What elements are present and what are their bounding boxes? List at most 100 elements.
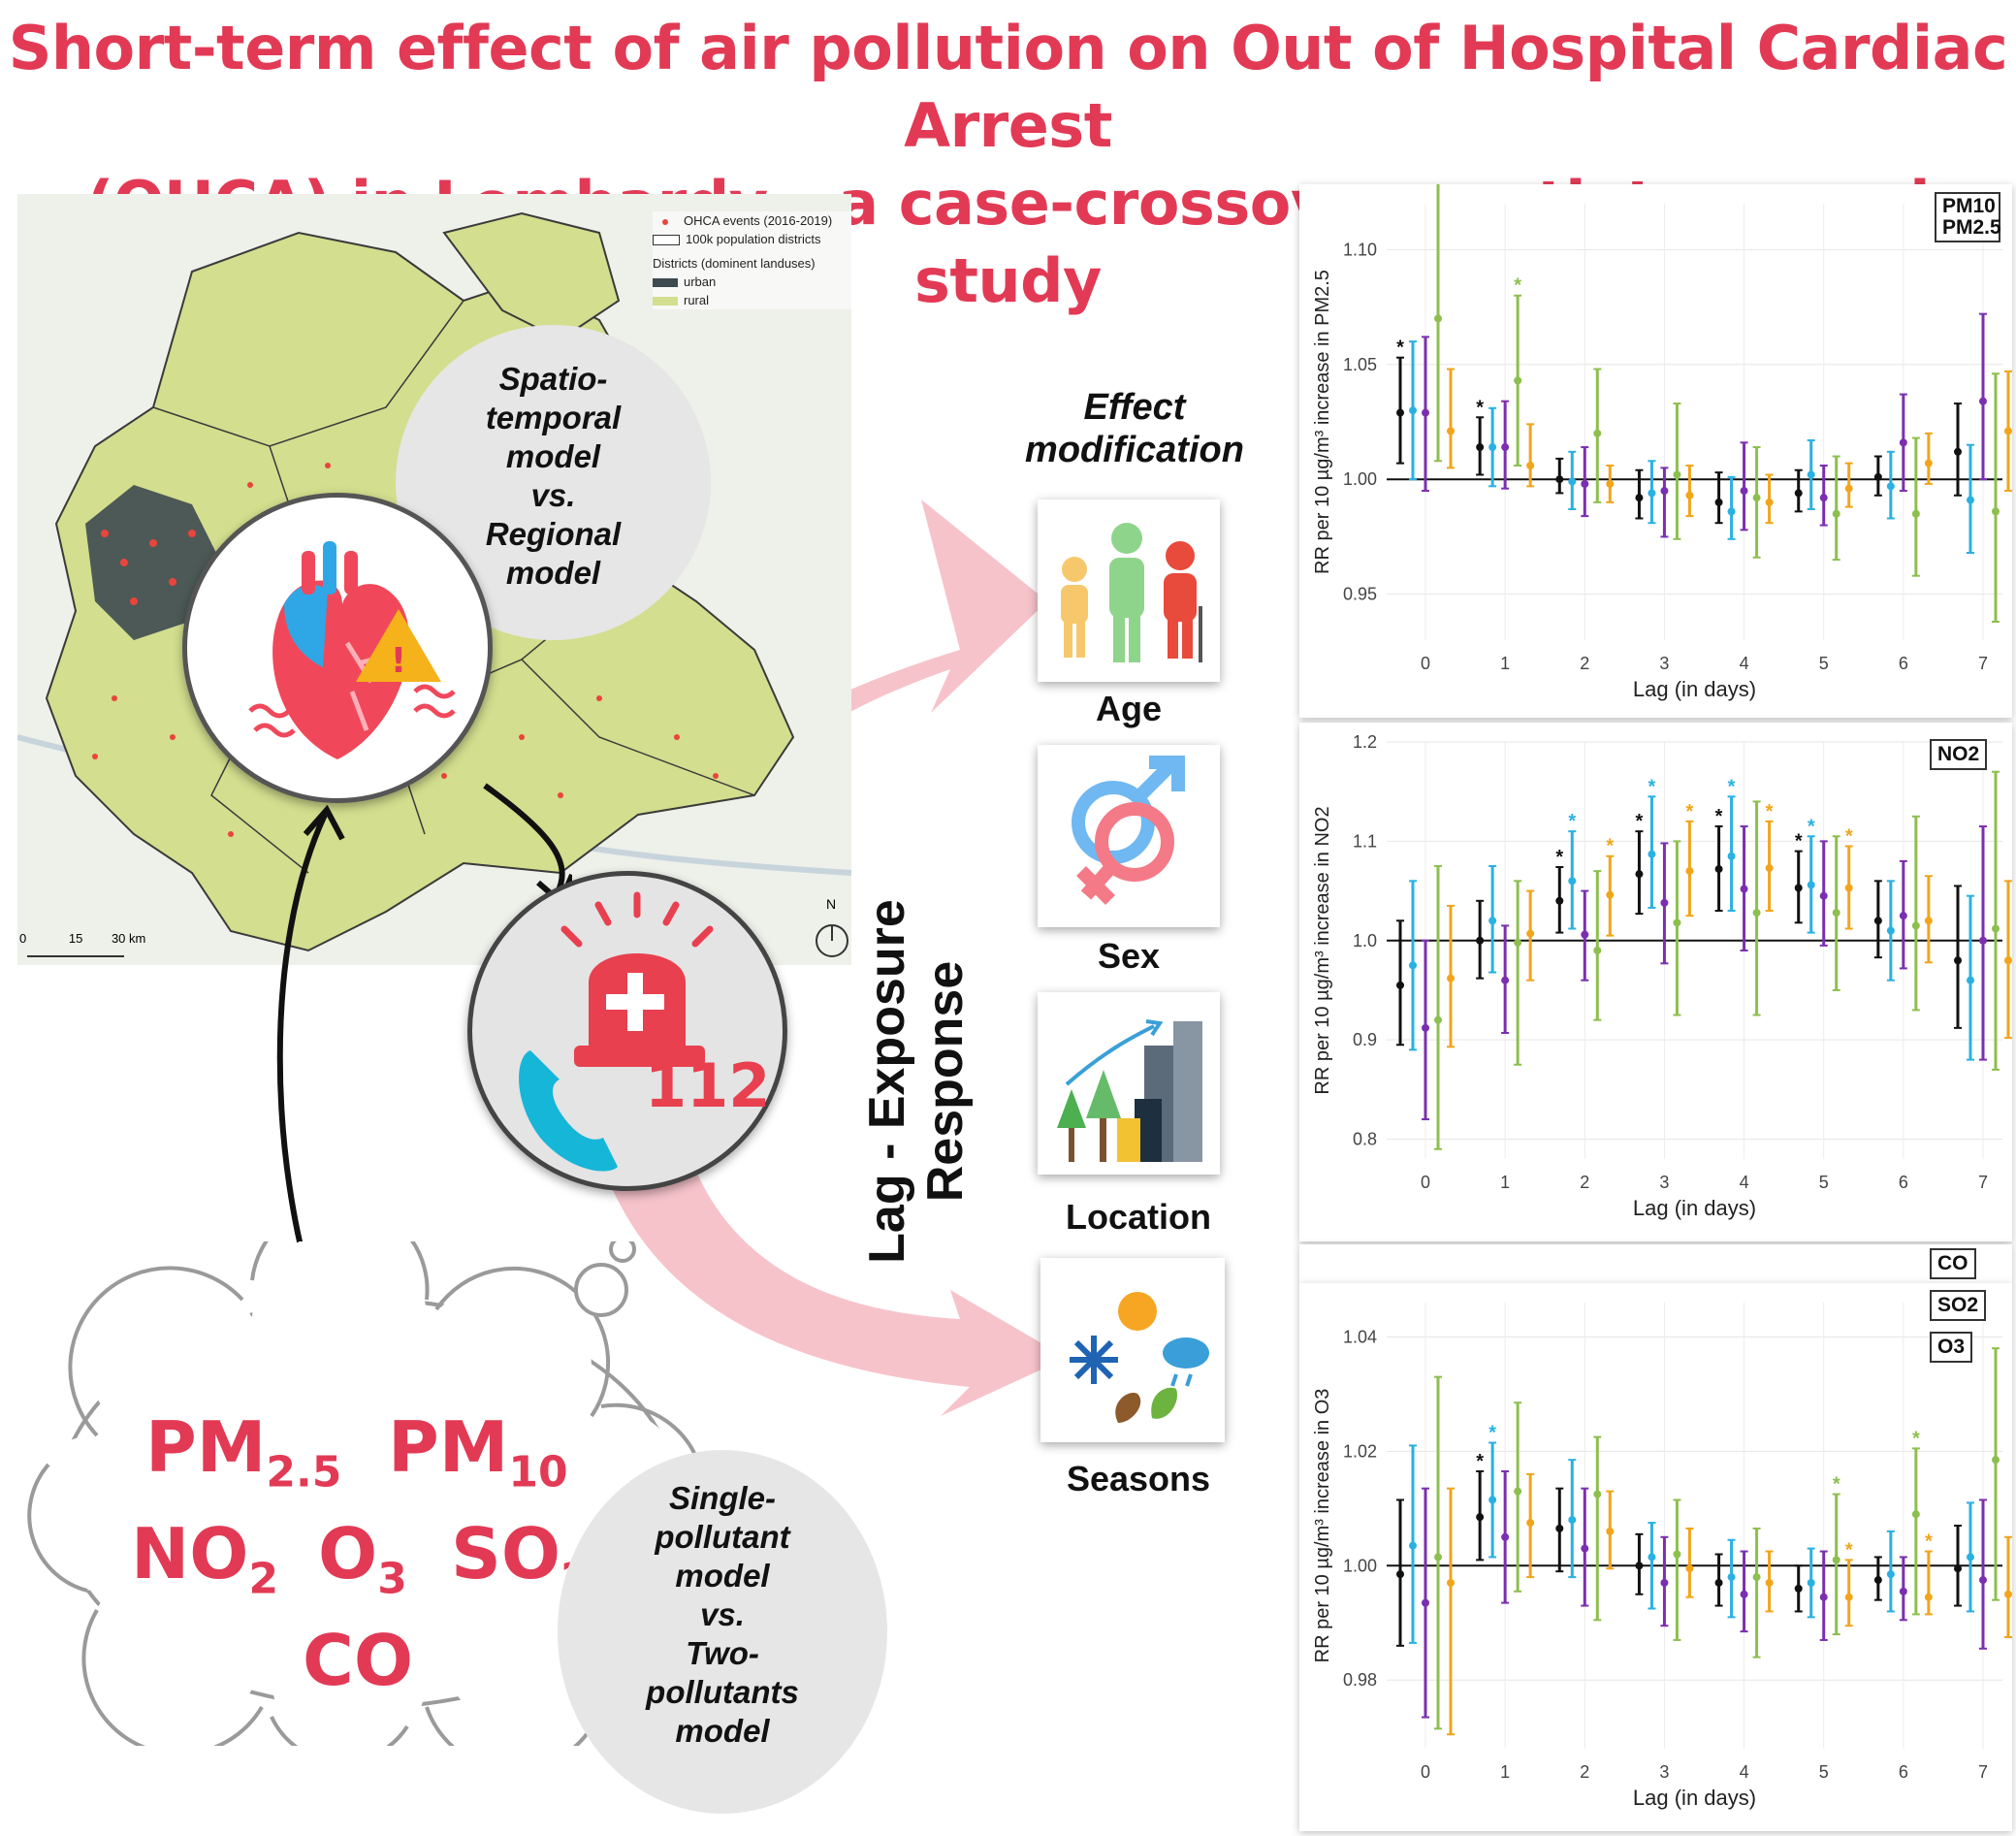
y-axis-label: RR per 10 µg/m³ increase in NO2 [1312, 806, 1333, 1094]
point-estimate [1727, 852, 1736, 860]
point-estimate [1765, 498, 1774, 506]
point-estimate [1581, 1544, 1589, 1553]
point-estimate [1568, 1516, 1577, 1525]
point-estimate [1635, 870, 1644, 879]
significance-star: * [1845, 1539, 1853, 1561]
region-urban [85, 485, 221, 640]
significance-star: * [1833, 1474, 1840, 1496]
badge-o3: O3 [1930, 1332, 1973, 1363]
x-tick-label: 7 [1978, 654, 1988, 673]
point-estimate [1593, 947, 1602, 954]
badge-no2: NO2 [1930, 739, 1988, 770]
single-pollutant-bubble: Single- pollutant model vs. Two- polluta… [558, 1450, 887, 1814]
point-estimate [1752, 909, 1761, 918]
point-estimate [1526, 462, 1535, 469]
arrow-heart-to-emergency [483, 783, 565, 894]
point-estimate [1911, 509, 1920, 518]
y-tick-label: 1.00 [1343, 1556, 1377, 1575]
y-tick-label: 1.0 [1353, 931, 1377, 950]
point-estimate [1899, 912, 1907, 920]
point-estimate [1555, 896, 1564, 905]
location-card [1038, 992, 1220, 1175]
point-estimate [1740, 487, 1748, 496]
point-estimate [1648, 1553, 1656, 1562]
heart-icon: ! [248, 541, 456, 759]
point-estimate [1409, 961, 1417, 970]
significance-star: * [1476, 397, 1484, 418]
phone-icon [519, 1050, 618, 1172]
y-tick-label: 0.98 [1343, 1670, 1377, 1690]
point-estimate [1396, 408, 1404, 417]
age-card [1038, 499, 1220, 682]
point-estimate [1434, 314, 1442, 323]
single-pollutant-text: Single- pollutant model vs. Two- polluta… [646, 1480, 799, 1749]
point-estimate [1593, 429, 1602, 437]
point-estimate [1581, 479, 1589, 488]
point-estimate [1568, 877, 1577, 886]
significance-star: * [1636, 811, 1644, 832]
x-axis-label: Lag (in days) [1633, 1196, 1756, 1220]
point-estimate [1476, 443, 1485, 452]
point-estimate [1422, 1598, 1429, 1607]
x-axis-label: Lag (in days) [1633, 1786, 1756, 1810]
pollutant-no2: NO2 [131, 1513, 279, 1604]
legend-events: OHCA events (2016-2019) [653, 211, 851, 230]
point-estimate [1954, 447, 1962, 456]
point-estimate [1514, 938, 1522, 947]
point-estimate [1992, 924, 2000, 933]
badge-pm: PM10 PM2.5 [1935, 192, 2001, 242]
point-estimate [1844, 484, 1853, 493]
chart-panel-no2: 0.8 0.9 1.0 1.1 1.2 0 1 2 3 4 5 6 7 * * * * * * * * * * * * Lag (… [1299, 723, 2012, 1241]
chart-o3: 0.981.001.021.040 1 2 3 4 5 6 7***** *Lag (in da… [1312, 1303, 2012, 1810]
point-estimate [1555, 1524, 1564, 1532]
gender-icon [1072, 756, 1185, 905]
point-estimate [1514, 1487, 1522, 1496]
point-estimate [1660, 1578, 1669, 1587]
pollutant-pm10: PM10 [388, 1406, 568, 1498]
y-axis-label: RR per 10 µg/m³ increase in O3 [1312, 1389, 1333, 1663]
point-estimate [1409, 1541, 1417, 1550]
seasons-label: Seasons [1066, 1459, 1211, 1498]
significance-star: * [1766, 801, 1774, 822]
y-tick-label: 1.00 [1343, 469, 1377, 489]
point-estimate [1606, 890, 1615, 899]
point-estimate [1648, 489, 1656, 498]
pollutant-pm25: PM2.5 [145, 1406, 342, 1498]
point-estimate [1954, 956, 1962, 965]
point-estimate [1476, 936, 1485, 945]
point-estimate [1555, 475, 1564, 484]
point-estimate [1832, 509, 1840, 518]
point-estimate [1476, 1513, 1485, 1522]
y-tick-label: 1.2 [1353, 732, 1377, 752]
legend-districts: 100k population districts [653, 230, 851, 248]
significance-star: * [1795, 831, 1803, 853]
point-estimate [1807, 1578, 1815, 1587]
seasons-icon [1070, 1292, 1209, 1423]
point-estimate [1979, 1576, 1987, 1585]
heart-circle: ! [182, 493, 493, 803]
significance-star: * [1648, 776, 1656, 797]
significance-star: * [1686, 801, 1694, 822]
point-estimate [1714, 498, 1723, 506]
point-estimate [1488, 917, 1497, 925]
significance-star: * [1476, 1451, 1484, 1472]
point-estimate [1992, 1456, 2000, 1465]
y-tick-label: 0.95 [1343, 585, 1377, 604]
significance-star: * [1845, 826, 1853, 848]
point-estimate [1886, 482, 1895, 491]
emergency-number: 112 [645, 1050, 771, 1121]
x-tick-label: 5 [1819, 1173, 1829, 1192]
y-tick-label: 1.05 [1343, 355, 1377, 374]
x-tick-label: 0 [1421, 1173, 1430, 1192]
x-tick-label: 2 [1580, 654, 1589, 673]
point-estimate [1886, 1570, 1895, 1579]
chart-no2: 0.80.91.01.11.20 1 2 3 4 5 6 7** **** **** **Lag (… [1312, 732, 2012, 1220]
point-estimate [1924, 1593, 1933, 1601]
point-estimate [2004, 1590, 2012, 1598]
x-tick-label: 0 [1421, 1762, 1430, 1782]
map-legend: OHCA events (2016-2019) 100k population … [653, 211, 851, 309]
point-estimate [1740, 1590, 1748, 1598]
point-estimate [1873, 917, 1882, 925]
x-tick-label: 2 [1580, 1173, 1589, 1192]
lag-exposure-response-label: Lag - Exposure Response [859, 899, 974, 1264]
